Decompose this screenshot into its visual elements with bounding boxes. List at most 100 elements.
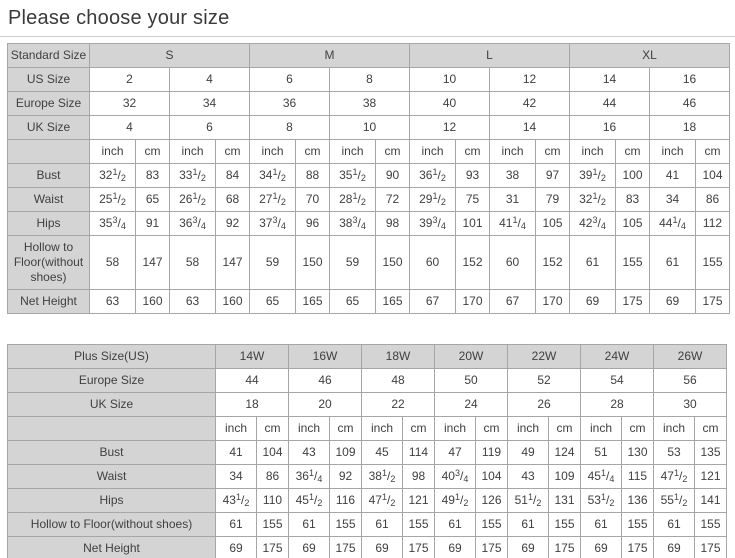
measurement-cell: 72 xyxy=(375,187,410,212)
measurement-cell: 393/4 xyxy=(409,211,456,236)
measurement-cell: 353/4 xyxy=(89,211,136,236)
measurement-cell: 281/2 xyxy=(329,187,376,212)
unit-inch-cell: inch xyxy=(409,139,456,164)
measurement-cell: 69 xyxy=(215,536,257,558)
measurement-cell: 251/2 xyxy=(89,187,136,212)
measurement-cell: 170 xyxy=(455,289,490,314)
size-header-row: Standard Size S M L XL xyxy=(7,43,730,68)
measurement-cell: 114 xyxy=(402,440,435,465)
measurement-cell: 69 xyxy=(434,536,476,558)
row-label: Waist xyxy=(7,187,90,212)
measurement-row: Bust 321/2 83 331/2 84 341/2 88 351/2 90 361/2 93 3… xyxy=(7,163,730,188)
measurement-cell: 91 xyxy=(135,211,170,236)
measurement-cell: 155 xyxy=(475,512,508,537)
uk-size-cell: 26 xyxy=(507,392,581,417)
measurement-cell: 63 xyxy=(169,289,216,314)
table-header-label: Standard Size xyxy=(7,43,90,68)
measurement-cell: 381/2 xyxy=(361,464,403,489)
measurement-cell: 98 xyxy=(402,464,435,489)
measurement-cell: 121 xyxy=(694,464,727,489)
row-label: Waist xyxy=(7,464,216,489)
us-size-row: US Size 2 4 6 8 10 12 14 16 xyxy=(7,67,730,92)
measurement-cell: 391/2 xyxy=(569,163,616,188)
measurement-cell: 98 xyxy=(375,211,410,236)
uk-size-row: UK Size 4 6 8 10 12 14 16 18 xyxy=(7,115,730,140)
measurement-cell: 170 xyxy=(535,289,570,314)
measurement-cell: 116 xyxy=(329,488,362,513)
size-header-cell: M xyxy=(249,43,410,68)
measurement-cell: 175 xyxy=(329,536,362,558)
uk-size-cell: 28 xyxy=(580,392,654,417)
measurement-cell: 38 xyxy=(489,163,536,188)
measurement-cell: 165 xyxy=(295,289,330,314)
measurement-cell: 92 xyxy=(329,464,362,489)
measurement-cell: 261/2 xyxy=(169,187,216,212)
row-label: Bust xyxy=(7,163,90,188)
unit-inch-cell: inch xyxy=(649,139,696,164)
europe-size-cell: 46 xyxy=(649,91,730,116)
unit-inch-cell: inch xyxy=(169,139,216,164)
measurement-cell: 61 xyxy=(434,512,476,537)
row-label: Net Height xyxy=(7,289,90,314)
measurement-cell: 105 xyxy=(615,211,650,236)
measurement-cell: 53 xyxy=(653,440,695,465)
measurement-cell: 363/4 xyxy=(169,211,216,236)
row-label: Hips xyxy=(7,211,90,236)
measurement-cell: 175 xyxy=(548,536,581,558)
measurement-cell: 119 xyxy=(475,440,508,465)
us-size-cell: 2 xyxy=(89,67,170,92)
measurement-row: Net Height 63 160 63 160 65 165 65 165 67 170 67 170… xyxy=(7,289,730,314)
measurement-cell: 34 xyxy=(649,187,696,212)
measurement-cell: 341/2 xyxy=(249,163,296,188)
uk-size-cell: 18 xyxy=(215,392,289,417)
measurement-cell: 34 xyxy=(215,464,257,489)
measurement-cell: 361/4 xyxy=(288,464,330,489)
unit-cm-cell: cm xyxy=(215,139,250,164)
unit-cm-cell: cm xyxy=(455,139,490,164)
europe-size-cell: 44 xyxy=(215,368,289,393)
measurement-cell: 60 xyxy=(409,235,456,290)
measurement-cell: 551/2 xyxy=(653,488,695,513)
measurement-cell: 321/2 xyxy=(89,163,136,188)
unit-cm-cell: cm xyxy=(615,139,650,164)
uk-size-cell: 20 xyxy=(288,392,362,417)
units-row: inch cm inch cm inch cm inch cm inch cm inch cm inch… xyxy=(7,139,730,164)
measurement-cell: 69 xyxy=(580,536,622,558)
measurement-cell: 451/4 xyxy=(580,464,622,489)
europe-size-cell: 40 xyxy=(409,91,490,116)
measurement-cell: 104 xyxy=(256,440,289,465)
unit-inch-cell: inch xyxy=(89,139,136,164)
measurement-cell: 86 xyxy=(256,464,289,489)
measurement-cell: 69 xyxy=(569,289,616,314)
measurement-cell: 403/4 xyxy=(434,464,476,489)
measurement-cell: 69 xyxy=(649,289,696,314)
standard-size-table: Standard Size S M L XL US Size 2 4 6 8 10 12 14 16 Eur… xyxy=(7,43,730,314)
measurement-cell: 69 xyxy=(288,536,330,558)
measurement-cell: 97 xyxy=(535,163,570,188)
uk-size-row: UK Size 18 20 22 24 26 28 30 xyxy=(7,392,727,417)
size-header-cell: L xyxy=(409,43,570,68)
table-header-label: Plus Size(US) xyxy=(7,344,216,369)
measurement-cell: 69 xyxy=(507,536,549,558)
europe-size-cell: 50 xyxy=(434,368,508,393)
measurement-cell: 155 xyxy=(329,512,362,537)
measurement-cell: 61 xyxy=(361,512,403,537)
size-header-row: Plus Size(US) 14W 16W 18W 20W 22W 24W 26W xyxy=(7,344,727,369)
measurement-cell: 431/2 xyxy=(215,488,257,513)
measurement-cell: 271/2 xyxy=(249,187,296,212)
measurement-cell: 61 xyxy=(649,235,696,290)
uk-size-cell: 24 xyxy=(434,392,508,417)
measurement-row: Waist 251/2 65 261/2 68 271/2 70 281/2 72 291/2 75… xyxy=(7,187,730,212)
measurement-cell: 423/4 xyxy=(569,211,616,236)
measurement-cell: 83 xyxy=(615,187,650,212)
size-header-cell: S xyxy=(89,43,250,68)
uk-size-cell: 10 xyxy=(329,115,410,140)
unit-cm-cell: cm xyxy=(375,139,410,164)
us-size-cell: 16 xyxy=(649,67,730,92)
measurement-cell: 63 xyxy=(89,289,136,314)
uk-size-cell: 12 xyxy=(409,115,490,140)
measurement-cell: 58 xyxy=(169,235,216,290)
unit-cm-cell: cm xyxy=(256,416,289,441)
uk-size-cell: 4 xyxy=(89,115,170,140)
uk-size-cell: 18 xyxy=(649,115,730,140)
